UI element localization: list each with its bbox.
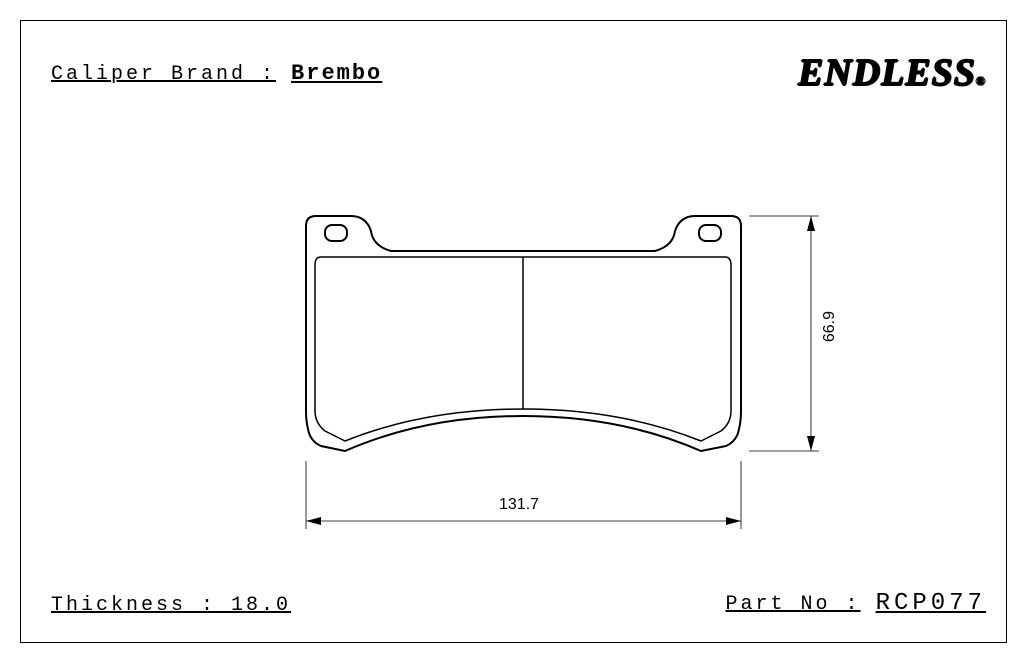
caliper-brand-label: Caliper Brand : [51, 63, 276, 86]
mounting-hole-left [325, 225, 347, 241]
mounting-hole-right [699, 225, 721, 241]
caliper-brand-field: Caliper Brand : Brembo [51, 61, 382, 86]
dimension-width [306, 461, 741, 529]
drawing-frame: Caliper Brand : Brembo ENDLESS® [20, 20, 1007, 643]
thickness-label: Thickness : [51, 594, 216, 617]
endless-logo: ENDLESS® [798, 51, 986, 95]
brake-pad-inner [315, 257, 731, 441]
dimension-height [749, 216, 819, 451]
thickness-value: 18.0 [231, 594, 291, 617]
logo-text: ENDLESS [798, 52, 976, 94]
part-number-label: Part No : [726, 593, 861, 616]
registered-mark: ® [976, 74, 986, 88]
width-dimension-label: 131.7 [499, 496, 539, 514]
brake-pad-outline [306, 216, 741, 451]
part-number-field: Part No : RCP077 [726, 590, 986, 617]
height-dimension-label: 66.9 [821, 311, 839, 342]
technical-drawing: 131.7 66.9 [21, 21, 1006, 642]
part-number-value: RCP077 [876, 590, 986, 617]
thickness-field: Thickness : 18.0 [51, 594, 291, 617]
caliper-brand-value: Brembo [291, 61, 382, 86]
